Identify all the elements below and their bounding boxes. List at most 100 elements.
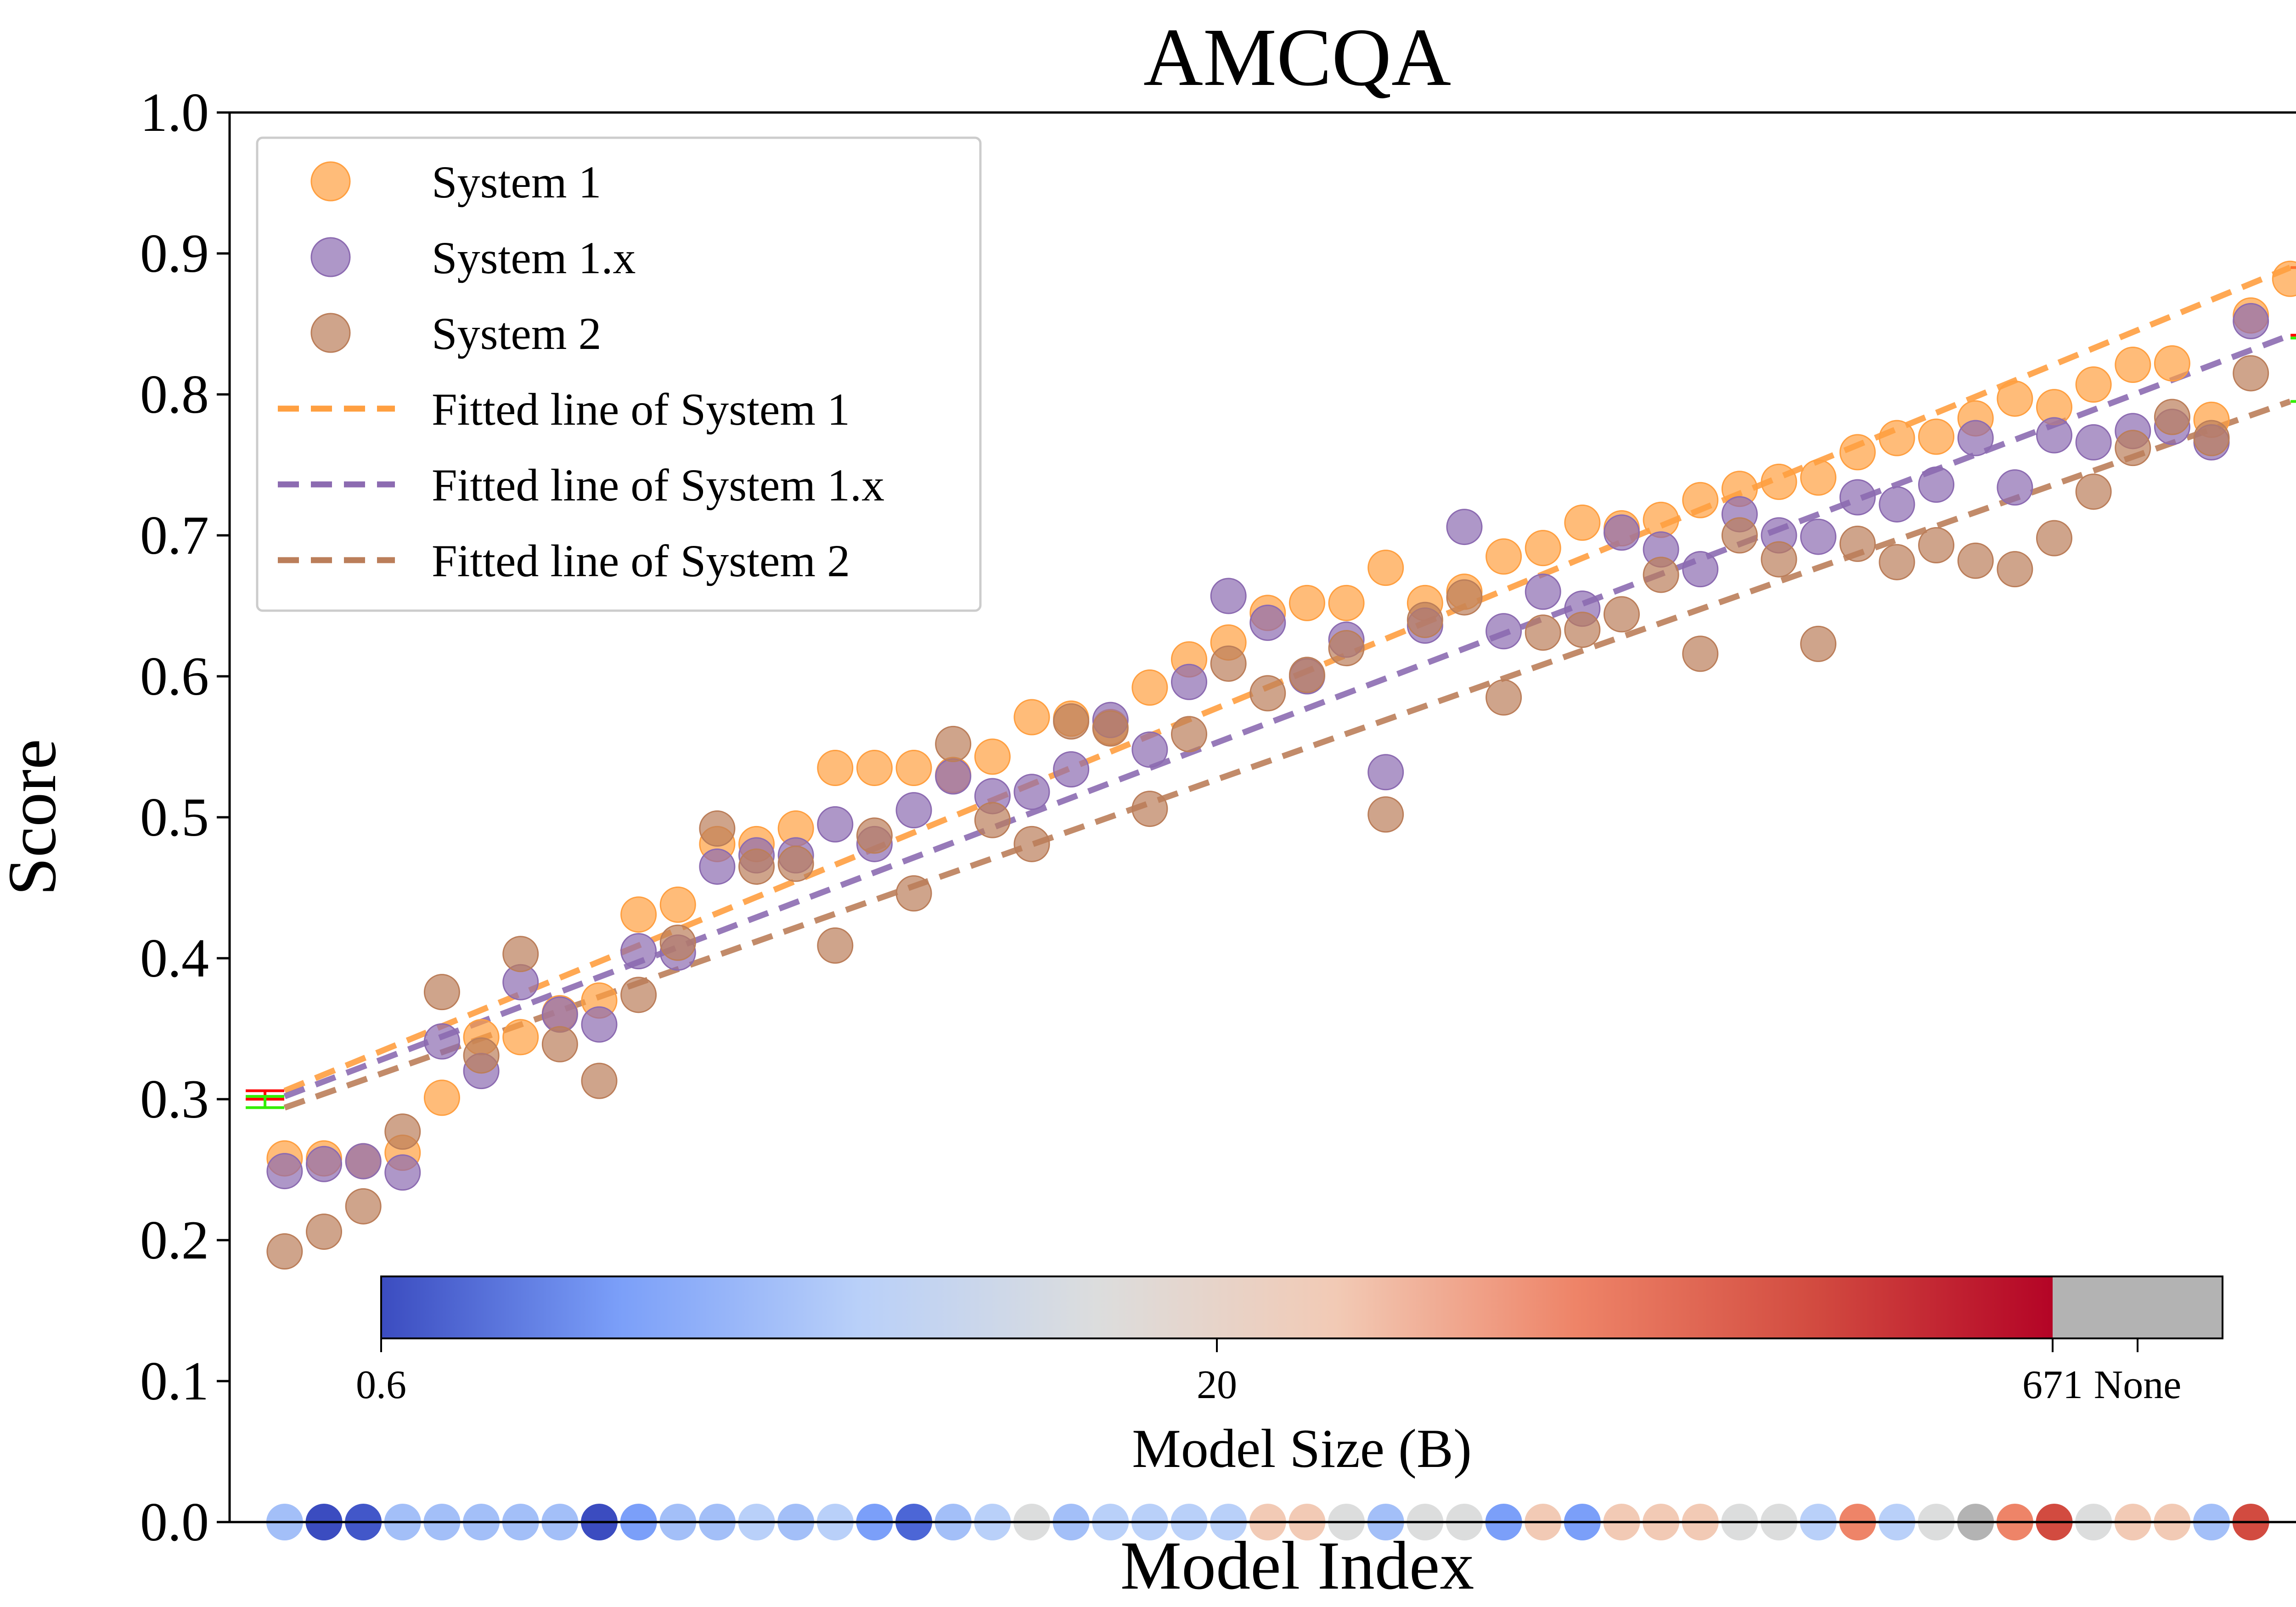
scatter-point bbox=[502, 1019, 539, 1056]
scatter-point bbox=[1839, 525, 1876, 562]
scatter-point bbox=[345, 1188, 382, 1225]
scatter-point bbox=[1879, 544, 1915, 580]
y-axis-ticks: 0.0 0.1 0.2 0.3 0.4 0.5 0.6 0.7 0.8 0.9 1.0 bbox=[140, 82, 230, 1552]
scatter-point bbox=[1800, 459, 1837, 496]
scatter-point bbox=[2154, 399, 2190, 435]
scatter-point bbox=[1879, 420, 1915, 456]
y-tick-label: 0.0 bbox=[140, 1491, 209, 1552]
scatter-point bbox=[1210, 578, 1247, 614]
fitted-line bbox=[283, 332, 2291, 1099]
colorbar-none-segment bbox=[2053, 1276, 2223, 1338]
scatter-point bbox=[1013, 774, 1050, 810]
scatter-point bbox=[1603, 514, 1640, 551]
y-tick-label: 0.9 bbox=[140, 223, 209, 284]
colorbar-label: Model Size (B) bbox=[1132, 1418, 1472, 1479]
legend-label: Fitted line of System 2 bbox=[432, 535, 850, 586]
scatter-point bbox=[463, 1037, 500, 1074]
x-axis-label: Model Index bbox=[1120, 1528, 1474, 1604]
scatter-point bbox=[1682, 551, 1719, 588]
y-tick-label: 0.3 bbox=[140, 1068, 209, 1129]
scatter-point bbox=[1957, 542, 1994, 579]
scatter-point bbox=[581, 1062, 618, 1099]
scatter-point bbox=[345, 1143, 382, 1180]
scatter-point bbox=[1486, 538, 1522, 575]
legend-label: System 2 bbox=[432, 308, 601, 359]
scatter-point bbox=[2075, 424, 2112, 461]
scatter-point bbox=[1367, 796, 1404, 833]
scatter-point bbox=[1564, 504, 1601, 541]
scatter-point bbox=[777, 845, 814, 882]
scatter-point bbox=[1486, 679, 1522, 716]
scatter-point bbox=[1721, 517, 1758, 554]
y-tick-label: 0.8 bbox=[140, 364, 209, 425]
scatter-point bbox=[974, 738, 1011, 775]
scatter-point bbox=[1879, 486, 1915, 523]
fitted-lines bbox=[283, 264, 2291, 1111]
y-tick-label: 0.2 bbox=[140, 1209, 209, 1270]
scatter-point bbox=[2075, 366, 2112, 403]
scatter-point bbox=[541, 1026, 578, 1062]
scatter-point bbox=[1210, 645, 1247, 682]
colorbar-tick-label: None bbox=[2094, 1363, 2182, 1407]
y-tick-label: 0.5 bbox=[140, 787, 209, 848]
y-tick-label: 0.6 bbox=[140, 646, 209, 707]
scatter-point bbox=[1800, 625, 1837, 662]
scatter-point bbox=[1800, 518, 1837, 555]
scatter-points bbox=[266, 260, 2296, 1270]
scatter-point bbox=[1407, 601, 1443, 638]
scatter-point bbox=[266, 1153, 303, 1190]
colorbar-ticks: 0.6 20 671 None bbox=[356, 1338, 2181, 1407]
scatter-point bbox=[1761, 463, 1797, 500]
scatter-point bbox=[1997, 469, 2033, 506]
chart-title: AMCQA bbox=[1143, 11, 1451, 103]
scatter-point bbox=[1761, 541, 1797, 578]
scatter-point bbox=[2115, 430, 2151, 466]
scatter-point bbox=[620, 933, 657, 970]
colorbar-frame bbox=[380, 1275, 2223, 1339]
scatter-point bbox=[935, 758, 972, 795]
scatter-point bbox=[1171, 716, 1208, 753]
scatter-point bbox=[2115, 347, 2151, 383]
scatter-point bbox=[423, 974, 460, 1011]
y-tick-label: 0.4 bbox=[140, 927, 209, 989]
scatter-point bbox=[1249, 604, 1286, 641]
legend-label: Fitted line of System 1.x bbox=[432, 460, 884, 511]
scatter-point bbox=[895, 875, 932, 912]
legend-label: System 1.x bbox=[432, 232, 636, 283]
colorbar-gradient bbox=[381, 1276, 2053, 1338]
scatter-point bbox=[384, 1154, 421, 1191]
scatter-point bbox=[581, 1006, 618, 1043]
scatter-point bbox=[1997, 380, 2033, 417]
scatter-point bbox=[1564, 612, 1601, 648]
legend-box bbox=[256, 136, 982, 612]
legend-marker bbox=[310, 161, 351, 202]
scatter-point bbox=[1682, 635, 1719, 672]
scatter-point bbox=[1289, 657, 1325, 693]
scatter-point bbox=[1643, 556, 1679, 593]
scatter-point bbox=[738, 848, 775, 885]
scatter-point bbox=[384, 1113, 421, 1150]
fitted-line bbox=[283, 399, 2291, 1111]
scatter-point bbox=[1171, 663, 1208, 700]
scatter-point bbox=[1446, 579, 1483, 616]
scatter-point bbox=[1131, 791, 1168, 827]
scatter-point bbox=[1131, 669, 1168, 706]
scatter-point bbox=[1446, 509, 1483, 545]
scatter-point bbox=[620, 896, 657, 933]
scatter-point bbox=[2272, 260, 2296, 297]
scatter-point bbox=[1328, 630, 1365, 667]
colorbar-tick-label: 20 bbox=[1197, 1363, 1237, 1407]
scatter-point bbox=[1525, 573, 1561, 610]
scatter-point bbox=[659, 924, 696, 961]
scatter-point bbox=[1289, 584, 1325, 621]
scatter-point bbox=[1013, 826, 1050, 862]
scatter-point bbox=[1839, 434, 1876, 471]
legend-marker bbox=[310, 313, 351, 353]
scatter-point bbox=[306, 1146, 343, 1182]
scatter-point bbox=[2154, 345, 2190, 382]
scatter-point bbox=[699, 848, 736, 885]
scatter-point bbox=[1053, 703, 1090, 740]
y-tick-label: 0.1 bbox=[140, 1350, 209, 1411]
scatter-point bbox=[1603, 596, 1640, 633]
